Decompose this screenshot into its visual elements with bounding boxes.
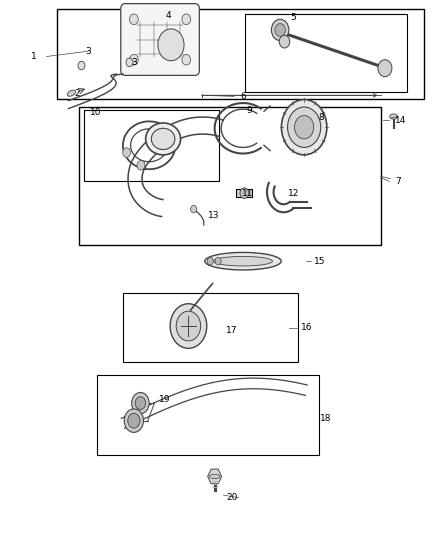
Circle shape bbox=[182, 54, 191, 65]
Ellipse shape bbox=[146, 123, 180, 155]
Text: 11: 11 bbox=[242, 189, 253, 198]
Circle shape bbox=[191, 205, 197, 213]
Text: 4: 4 bbox=[166, 11, 172, 20]
Ellipse shape bbox=[205, 253, 281, 270]
Circle shape bbox=[288, 107, 321, 148]
Circle shape bbox=[240, 188, 249, 198]
Circle shape bbox=[135, 397, 146, 409]
Text: 15: 15 bbox=[314, 257, 325, 265]
Ellipse shape bbox=[209, 474, 220, 479]
Circle shape bbox=[207, 257, 213, 265]
Circle shape bbox=[176, 311, 201, 341]
Text: 14: 14 bbox=[395, 116, 406, 125]
Text: 1: 1 bbox=[31, 52, 36, 61]
Text: 3: 3 bbox=[85, 47, 91, 55]
Circle shape bbox=[294, 116, 314, 139]
Text: 18: 18 bbox=[320, 414, 332, 423]
Text: 3: 3 bbox=[131, 59, 137, 67]
Text: 5: 5 bbox=[290, 13, 296, 22]
Circle shape bbox=[128, 413, 140, 428]
Text: 10: 10 bbox=[90, 108, 102, 117]
Circle shape bbox=[215, 257, 221, 265]
Ellipse shape bbox=[151, 128, 175, 150]
Circle shape bbox=[170, 304, 207, 349]
Text: 8: 8 bbox=[319, 113, 325, 122]
Circle shape bbox=[137, 160, 145, 170]
Circle shape bbox=[78, 61, 85, 70]
Polygon shape bbox=[237, 189, 252, 197]
Ellipse shape bbox=[214, 256, 272, 266]
Text: 2: 2 bbox=[74, 88, 80, 98]
Circle shape bbox=[378, 60, 392, 77]
FancyBboxPatch shape bbox=[121, 4, 199, 75]
Circle shape bbox=[158, 29, 184, 61]
Circle shape bbox=[279, 35, 290, 48]
Text: 12: 12 bbox=[288, 189, 300, 198]
Circle shape bbox=[275, 23, 286, 36]
Text: 6: 6 bbox=[240, 92, 246, 101]
Circle shape bbox=[130, 54, 138, 65]
Circle shape bbox=[282, 100, 327, 155]
Circle shape bbox=[272, 19, 289, 41]
Circle shape bbox=[124, 409, 144, 432]
Ellipse shape bbox=[67, 90, 76, 96]
Circle shape bbox=[182, 14, 191, 25]
Text: 19: 19 bbox=[159, 395, 170, 404]
Circle shape bbox=[126, 58, 133, 67]
Text: 7: 7 bbox=[395, 177, 401, 186]
Text: 16: 16 bbox=[300, 323, 312, 332]
Text: 17: 17 bbox=[226, 326, 238, 335]
Text: 13: 13 bbox=[208, 211, 219, 220]
Text: 9: 9 bbox=[247, 106, 252, 115]
Circle shape bbox=[130, 14, 138, 25]
Ellipse shape bbox=[390, 114, 398, 119]
Circle shape bbox=[132, 392, 149, 414]
Circle shape bbox=[123, 148, 131, 157]
Text: 20: 20 bbox=[226, 493, 238, 502]
